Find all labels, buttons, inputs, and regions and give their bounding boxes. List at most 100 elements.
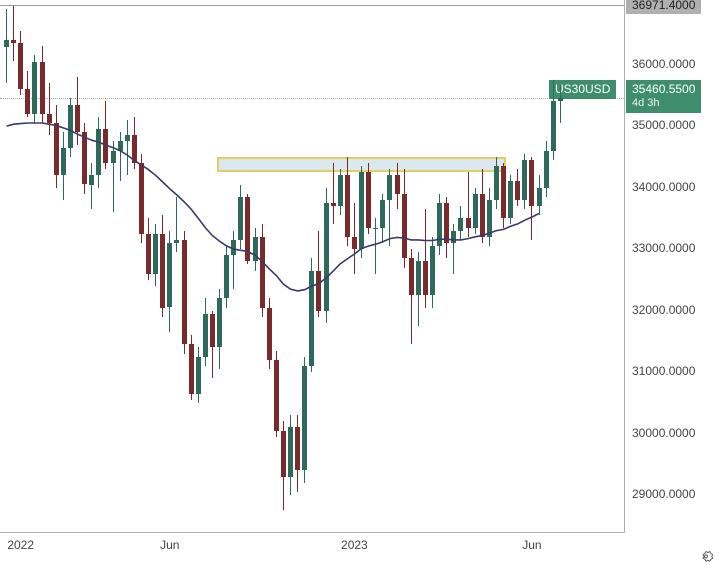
x-tick-label: 2022 [7, 538, 34, 552]
candle-body [82, 132, 87, 184]
price-value-box: 35460.55004d 3h [626, 80, 701, 113]
candle-body [203, 314, 208, 357]
candle-body [146, 234, 151, 274]
candle-body [89, 175, 94, 184]
x-tick-label: Jun [522, 538, 541, 552]
candle-body [281, 431, 286, 477]
y-tick-label: 29000.0000 [632, 487, 695, 501]
candle-body [182, 240, 187, 345]
candle-body [217, 298, 222, 347]
candle-body [47, 114, 52, 123]
candle-body [331, 203, 336, 206]
y-tick-label: 32000.0000 [632, 303, 695, 317]
plot-area[interactable] [0, 0, 625, 533]
candle-body [196, 357, 201, 394]
resistance-label: 36971.4000 [626, 0, 701, 14]
candle-body [11, 40, 16, 43]
candle-body [302, 366, 307, 471]
candle-body [551, 101, 556, 150]
candle-body [288, 427, 293, 476]
candle-body [25, 89, 30, 114]
candle-body [18, 43, 23, 89]
candle-body [359, 172, 364, 249]
candle-body [402, 194, 407, 259]
candle-body [96, 129, 101, 175]
candle-body [160, 234, 165, 308]
candle-body [494, 166, 499, 200]
y-tick-label: 34000.0000 [632, 180, 695, 194]
candle-body [515, 181, 520, 199]
candle-body [253, 237, 258, 262]
candle-body [451, 231, 456, 243]
candle-wick [91, 163, 92, 209]
candle-body [125, 135, 130, 141]
candle-body [345, 175, 350, 237]
candle-body [40, 62, 45, 114]
candle-body [466, 218, 471, 227]
countdown-label: 4d 3h [632, 97, 695, 111]
candle-body [238, 197, 243, 240]
candle-body [224, 255, 229, 298]
candle-wick [127, 120, 128, 175]
candle-body [316, 271, 321, 311]
y-tick-label: 31000.0000 [632, 364, 695, 378]
y-tick-label: 35000.0000 [632, 118, 695, 132]
y-tick-label: 36000.0000 [632, 57, 695, 71]
candle-body [324, 203, 329, 311]
x-tick-label: 2023 [341, 538, 368, 552]
candlestick-chart: 36000.0000 35000.0000 34000.0000 33000.0000… [0, 0, 727, 580]
candle-body [373, 228, 378, 229]
settings-icon[interactable] [697, 550, 715, 568]
candle-body [118, 141, 123, 150]
candle-body [508, 181, 513, 218]
candle-body [111, 151, 116, 163]
candle-body [61, 148, 66, 176]
candle-body [423, 261, 428, 295]
candle-body [153, 234, 158, 274]
candle-wick [333, 163, 334, 225]
candle-body [473, 194, 478, 228]
candle-body [487, 200, 492, 237]
candle-body [380, 200, 385, 228]
candle-body [260, 237, 265, 308]
candle-body [267, 308, 272, 360]
candle-body [167, 243, 172, 308]
candle-body [558, 98, 563, 102]
candle-body [103, 129, 108, 163]
candle-body [174, 240, 179, 243]
candle-body [274, 360, 279, 431]
candle-body [338, 175, 343, 206]
candle-body [366, 172, 371, 227]
candle-wick [176, 197, 177, 252]
symbol-label: US30USD [555, 82, 610, 96]
candle-body [387, 175, 392, 200]
candle-body [139, 163, 144, 234]
x-tick-label: Jun [160, 538, 179, 552]
last-price-line [0, 98, 624, 99]
candle-body [352, 237, 357, 249]
y-tick-label: 33000.0000 [632, 241, 695, 255]
y-tick-label: 30000.0000 [632, 426, 695, 440]
candle-body [480, 194, 485, 237]
candle-wick [49, 83, 50, 135]
candle-body [32, 62, 37, 114]
candle-body [309, 271, 314, 366]
candle-body [437, 203, 442, 246]
candle-body [132, 135, 137, 163]
candle-body [395, 175, 400, 193]
candle-body [295, 427, 300, 470]
candle-body [68, 105, 73, 148]
candle-body [529, 160, 534, 206]
candle-body [522, 160, 527, 200]
candle-body [4, 40, 9, 47]
candle-body [416, 261, 421, 295]
candle-body [245, 197, 250, 262]
candle-body [430, 246, 435, 295]
candle-body [409, 258, 414, 295]
candle-wick [13, 6, 14, 61]
candle-body [544, 151, 549, 188]
candle-wick [560, 86, 561, 123]
candle-body [458, 218, 463, 230]
resistance-line [0, 5, 624, 6]
candle-wick [120, 132, 121, 181]
